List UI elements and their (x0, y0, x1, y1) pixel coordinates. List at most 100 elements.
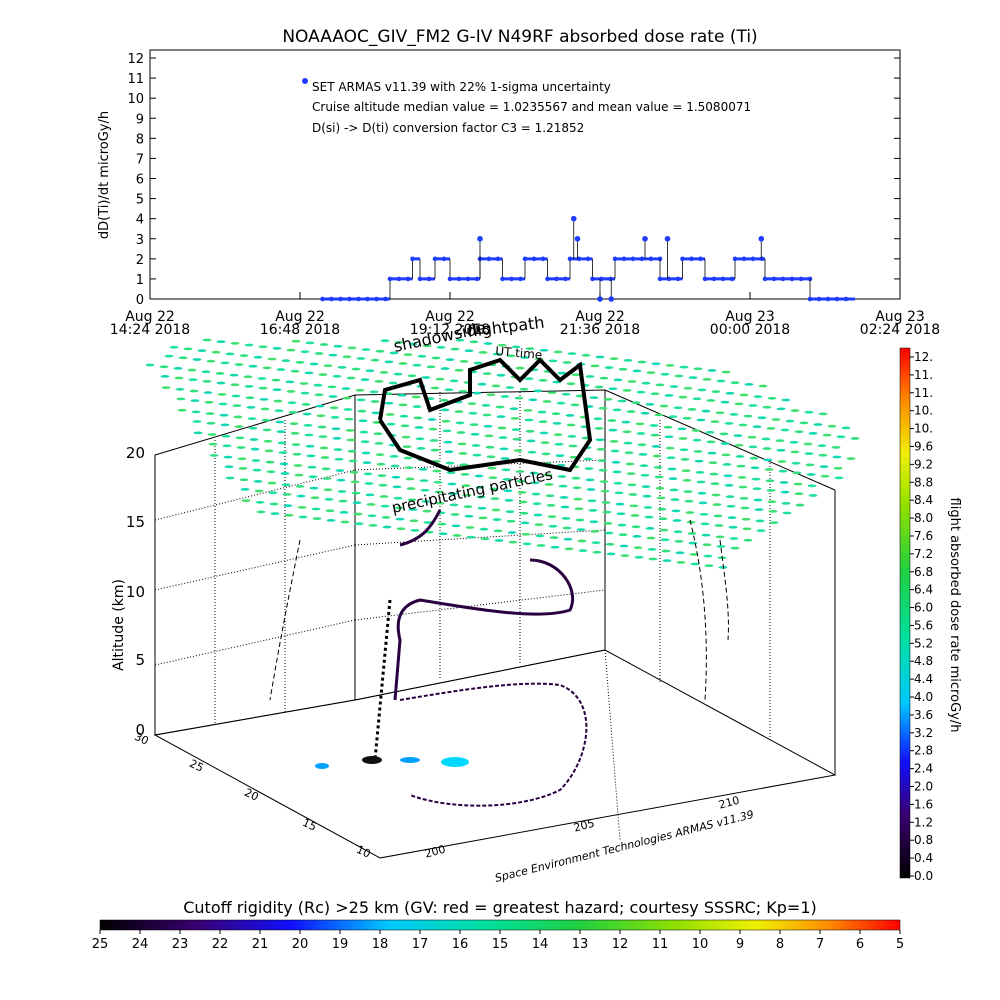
particle-dot (389, 454, 399, 458)
particle-dot (300, 350, 310, 354)
particle-dot (289, 422, 299, 426)
particle-dot (246, 405, 256, 409)
particle-dot (550, 545, 560, 549)
particle-dot (236, 446, 246, 449)
particle-dot (592, 550, 602, 554)
particle-dot (695, 471, 705, 474)
particle-dot (451, 524, 461, 528)
data-point (441, 256, 447, 262)
particle-dot (431, 356, 441, 360)
colorbar-bottom-tick-label: 17 (412, 937, 429, 952)
x-tick-time: 00:00 2018 (710, 322, 790, 338)
particle-dot (350, 480, 360, 484)
particle-dot (646, 371, 656, 375)
particle-dot (685, 511, 695, 514)
particle-dot (646, 536, 656, 540)
particle-dot (794, 430, 804, 434)
particle-dot (574, 507, 584, 511)
x-tick-date: Aug 22 (275, 309, 325, 325)
particle-dot (593, 417, 603, 421)
particle-dot (422, 509, 432, 513)
particle-dot (256, 510, 266, 514)
particle-dot (600, 489, 610, 493)
data-point (356, 296, 361, 302)
particle-dot (617, 523, 627, 527)
particle-dot (537, 410, 547, 414)
particle-dot (722, 463, 732, 466)
particle-dot (248, 364, 258, 368)
colorbar-right-tick-label: 0.8 (914, 833, 933, 847)
particle-dot (320, 456, 330, 459)
particle-dot (447, 482, 457, 486)
particle-dot (211, 350, 221, 354)
particle-dot (697, 388, 707, 392)
particle-dot (765, 479, 775, 483)
particle-dot (301, 403, 311, 406)
particle-dot (535, 534, 545, 538)
particle-dot (392, 485, 402, 489)
particle-dot (618, 533, 628, 537)
particle-dot (548, 524, 558, 528)
particle-dot (293, 464, 303, 467)
particle-dot (483, 342, 493, 345)
particle-dot (464, 514, 474, 518)
particle-dot (613, 481, 623, 485)
data-point (612, 256, 618, 262)
data-point (417, 276, 423, 282)
particle-dot (261, 418, 271, 422)
particle-dot (491, 508, 501, 512)
colorbar-bottom-tick-label: 6 (856, 937, 864, 952)
particle-dot (552, 421, 562, 425)
particle-dot (406, 487, 416, 490)
particle-dot (402, 445, 412, 449)
particle-dot (500, 457, 510, 460)
particle-dot (740, 506, 750, 510)
particle-dot (711, 493, 721, 497)
particle-dot (420, 488, 430, 492)
particle-dot (638, 452, 648, 456)
particle-dot (219, 413, 229, 417)
particle-dot (187, 368, 197, 372)
particle-dot (553, 350, 563, 354)
particle-dot (654, 413, 664, 417)
particle-dot (304, 433, 314, 437)
particle-dot (280, 472, 290, 475)
particle-dot (468, 411, 478, 415)
particle-dot (423, 521, 433, 524)
particle-dot (778, 469, 788, 473)
particle-dot (586, 488, 596, 491)
particle-dot (205, 412, 215, 415)
particle-dot (516, 479, 526, 483)
particle-dot (599, 480, 609, 483)
colorbar-right-tick-label: 0.0 (914, 869, 933, 883)
particle-dot (532, 502, 542, 506)
particle-dot (511, 345, 521, 349)
particle-dot (337, 490, 347, 493)
particle-dot (831, 445, 841, 449)
particle-dot (349, 470, 359, 474)
particle-dot (394, 340, 404, 344)
particle-dot (710, 420, 720, 424)
particle-dot (467, 402, 477, 406)
particle-dot (555, 454, 565, 457)
particle-dot (314, 352, 324, 355)
data-point (320, 296, 325, 302)
x-tick-date: Aug 22 (125, 309, 175, 325)
particle-dot (466, 535, 476, 539)
particle-dot (597, 459, 607, 463)
particle-dot (653, 465, 663, 469)
particle-dot (393, 372, 403, 376)
particle-dot (680, 458, 690, 461)
particle-dot (661, 549, 671, 553)
particle-dot (577, 539, 587, 543)
z-tick-label: 0 (135, 721, 145, 739)
particle-dot (403, 456, 413, 460)
particle-dot (439, 398, 449, 402)
particle-dot (519, 511, 529, 515)
particle-dot (497, 343, 507, 347)
colorbar-right-tick-label: 4.4 (914, 672, 933, 686)
particle-dot (673, 406, 683, 410)
data-point (432, 256, 438, 262)
particle-dot (405, 477, 415, 481)
